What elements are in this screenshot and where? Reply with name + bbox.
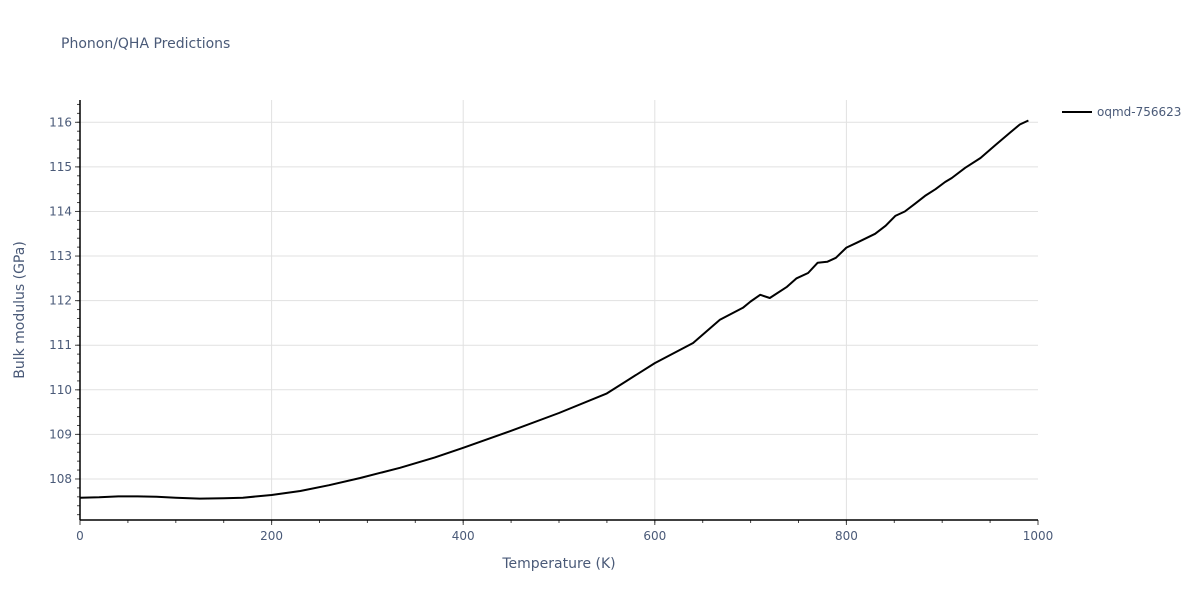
series-line: [79, 119, 1029, 500]
y-tick-label: 108: [49, 472, 72, 486]
x-tick-label: 1000: [1023, 529, 1054, 543]
x-tick-label: 400: [452, 529, 475, 543]
y-tick-label: 110: [49, 383, 72, 397]
y-tick-label: 111: [49, 338, 72, 352]
x-tick-label: 200: [260, 529, 283, 543]
y-tick-label: 109: [49, 427, 72, 441]
y-tick-label: 116: [49, 115, 72, 129]
y-tick-label: 115: [49, 160, 72, 174]
y-tick-label: 113: [49, 249, 72, 263]
x-axis-title: Temperature (K): [501, 556, 615, 572]
legend-item[interactable]: oqmd-756623: [1062, 105, 1181, 119]
x-tick-label: 600: [643, 529, 666, 543]
chart-title: Phonon/QHA Predictions: [61, 36, 231, 52]
legend-label: oqmd-756623: [1097, 105, 1182, 119]
axes: 108 109 110 111 112 113 114 115 116 0 200 400 600 800…: [49, 100, 1053, 543]
y-tick-label: 114: [49, 204, 72, 218]
x-tick-label: 0: [76, 529, 84, 543]
x-tick-label: 800: [835, 529, 858, 543]
y-tick-label: 112: [49, 294, 72, 308]
y-axis-title: Bulk modulus (GPa): [12, 241, 28, 379]
grid-lines: [80, 100, 1038, 520]
legend-line-swatch: [1062, 111, 1092, 113]
